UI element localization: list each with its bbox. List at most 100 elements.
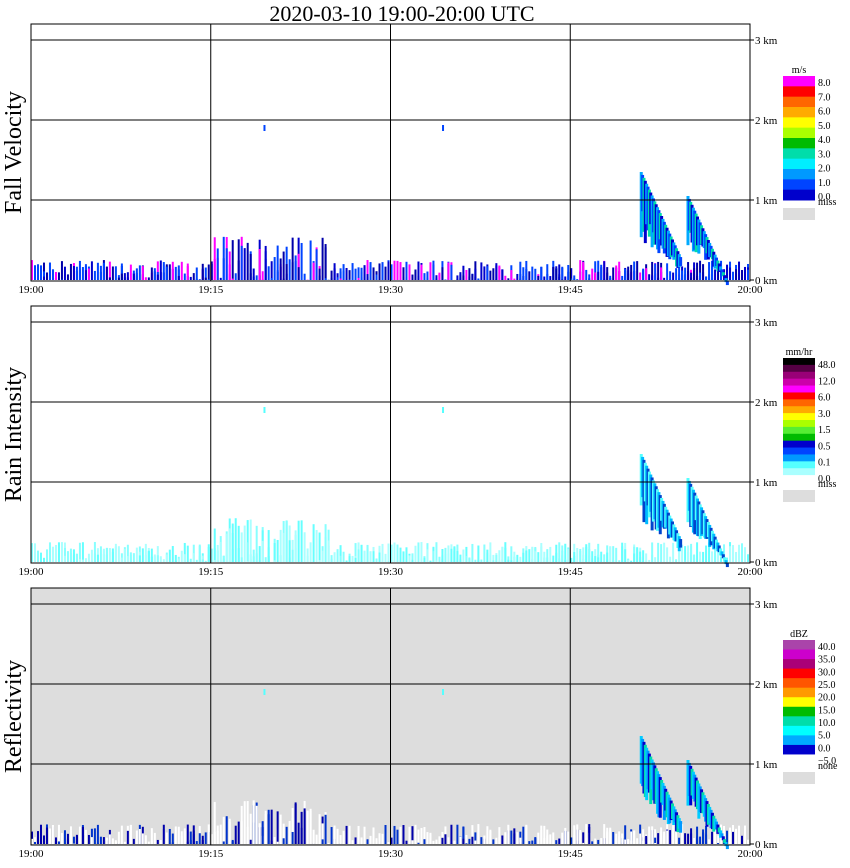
height-tick-label: 3 km [755, 317, 778, 329]
data-cell [342, 551, 345, 562]
data-cell [462, 549, 465, 562]
data-cell [738, 842, 741, 844]
data-cell [327, 540, 330, 562]
data-cell [228, 528, 231, 562]
data-cell [255, 805, 258, 844]
data-cell [534, 551, 537, 562]
data-cell [132, 273, 135, 280]
legend-swatch [783, 461, 815, 469]
data-cell [429, 834, 432, 844]
data-cell [417, 829, 420, 844]
data-cell [516, 554, 519, 562]
data-cell [747, 842, 750, 844]
data-cell [42, 276, 45, 280]
data-cell [150, 548, 153, 562]
legend-swatch [783, 447, 815, 455]
data-cell [732, 831, 735, 844]
data-cell [195, 267, 198, 280]
data-cell [732, 551, 735, 562]
data-cell [438, 556, 441, 562]
data-cell [90, 837, 93, 844]
panel-data-cells [31, 125, 750, 286]
data-cell [570, 557, 573, 562]
data-cell [336, 828, 339, 844]
data-cell [177, 275, 180, 280]
legend-swatch [783, 179, 815, 191]
data-cell [138, 265, 141, 280]
data-cell [342, 830, 345, 844]
data-cell [420, 542, 423, 562]
legend-swatch [783, 454, 815, 462]
data-cell [243, 801, 246, 844]
data-cell [81, 559, 84, 562]
data-cell [573, 835, 576, 844]
data-cell [594, 556, 597, 562]
data-cell [516, 832, 519, 844]
data-cell [579, 260, 582, 280]
data-cell [177, 269, 180, 280]
data-cell [93, 270, 96, 280]
data-cell [369, 835, 372, 844]
data-cell [390, 837, 393, 844]
data-cell [546, 835, 549, 844]
data-cell [651, 826, 654, 844]
data-cell [408, 826, 411, 844]
data-cell [588, 826, 591, 844]
data-cell [627, 559, 630, 562]
data-cell [159, 260, 162, 280]
data-cell [633, 261, 636, 280]
data-cell [654, 557, 657, 562]
legend-swatch [783, 96, 815, 108]
data-cell [522, 552, 525, 562]
fall-streak-cell [724, 278, 728, 283]
data-cell [354, 543, 357, 562]
data-cell [345, 267, 348, 280]
data-cell [231, 278, 234, 280]
data-cell [432, 260, 435, 280]
data-cell [678, 262, 681, 280]
data-cell [741, 543, 744, 562]
data-cell [564, 276, 567, 280]
data-cell [72, 836, 75, 844]
legend-unit: mm/hr [786, 347, 813, 358]
data-cell [54, 272, 57, 280]
data-cell [585, 269, 588, 280]
legend-swatch [783, 475, 815, 483]
data-cell [543, 838, 546, 844]
data-cell [516, 841, 519, 844]
data-cell [486, 826, 489, 844]
data-cell [558, 264, 561, 280]
data-cell [48, 545, 51, 562]
data-cell [231, 841, 234, 844]
data-cell [318, 268, 321, 280]
data-cell [321, 839, 324, 844]
data-cell [63, 830, 66, 844]
data-cell [540, 546, 543, 562]
data-cell [129, 825, 132, 844]
data-cell [585, 837, 588, 844]
data-cell [324, 814, 327, 844]
legend-label: 0.5 [818, 441, 831, 452]
data-cell [114, 841, 117, 844]
data-cell [279, 814, 282, 844]
data-cell [591, 841, 594, 844]
data-cell [141, 548, 144, 562]
data-cell [672, 542, 675, 562]
data-cell [651, 275, 654, 280]
data-cell [354, 557, 357, 562]
data-cell [471, 836, 474, 844]
data-cell [621, 833, 624, 844]
data-cell [31, 543, 33, 562]
data-cell [171, 261, 174, 280]
data-cell [705, 545, 708, 562]
data-cell [435, 839, 438, 844]
data-cell [738, 261, 741, 280]
data-cell [198, 833, 201, 844]
data-cell [498, 561, 501, 562]
data-cell [741, 835, 744, 844]
data-cell [60, 261, 63, 280]
data-cell [258, 248, 261, 280]
data-cell [168, 549, 171, 562]
data-cell [372, 267, 375, 280]
data-cell [459, 554, 462, 562]
